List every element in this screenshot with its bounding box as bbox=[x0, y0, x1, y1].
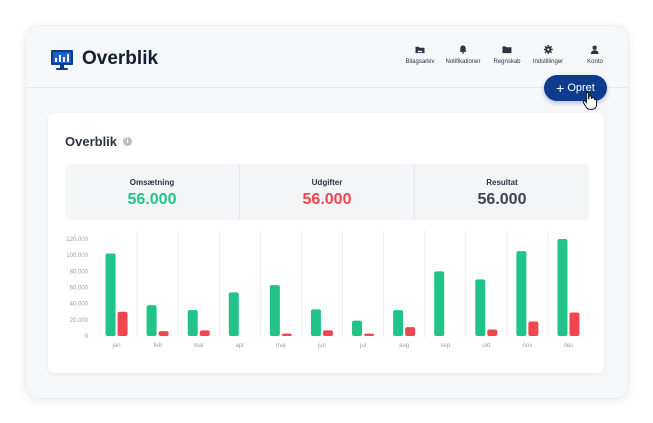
y-tick-label: 100.000 bbox=[66, 253, 88, 259]
app-title: Overblik bbox=[82, 48, 159, 69]
nav-konto[interactable]: Konto bbox=[587, 45, 603, 65]
income-bar bbox=[187, 310, 198, 336]
nav-label: Bilagsarkiv bbox=[405, 59, 435, 65]
nav-label: Notifikationer bbox=[445, 59, 481, 65]
expense-bar bbox=[487, 329, 498, 336]
income-bar bbox=[557, 239, 568, 336]
kpi-value: 56.000 bbox=[127, 191, 177, 208]
app-window: Overblik Bilagsarkiv Notifikationer Regn… bbox=[26, 26, 628, 398]
kpi-omsaetning: Omsætning 56.000 bbox=[65, 164, 239, 220]
kpi-value: 56.000 bbox=[477, 191, 527, 208]
x-tick-label: aug bbox=[399, 343, 409, 349]
income-bar bbox=[475, 279, 486, 336]
x-tick-label: sep bbox=[440, 343, 450, 349]
expense-bar bbox=[528, 321, 539, 336]
income-bar bbox=[352, 320, 363, 336]
nav-label: Konto bbox=[587, 59, 603, 65]
y-tick-label: 0 bbox=[85, 334, 89, 340]
income-bar bbox=[434, 271, 445, 336]
info-icon[interactable]: i bbox=[123, 137, 132, 146]
expense-bar bbox=[322, 330, 333, 336]
x-tick-label: maj bbox=[276, 343, 286, 349]
income-bar bbox=[393, 310, 404, 336]
x-tick-label: jan bbox=[112, 343, 121, 349]
plus-icon: + bbox=[556, 80, 565, 96]
x-tick-label: nov bbox=[523, 343, 533, 349]
income-expense-bar-chart: 120.000 100.000 80.000 60.000 40.000 20.000 0 j… bbox=[66, 231, 580, 349]
y-tick-label: 60.000 bbox=[70, 286, 89, 292]
card-title: Overblik bbox=[65, 134, 118, 149]
create-button-label: Opret bbox=[567, 82, 595, 94]
hand-cursor-icon bbox=[582, 90, 598, 110]
gear-icon bbox=[543, 45, 553, 54]
expense-bar bbox=[569, 312, 580, 336]
x-tick-label: feb bbox=[153, 343, 162, 349]
x-tick-label: okt bbox=[482, 343, 490, 349]
kpi-value: 56.000 bbox=[302, 191, 352, 208]
expense-bar bbox=[158, 331, 169, 336]
income-bar bbox=[269, 285, 280, 336]
top-bar: Overblik Bilagsarkiv Notifikationer Regn… bbox=[26, 26, 628, 88]
y-tick-label: 40.000 bbox=[70, 302, 89, 308]
y-tick-label: 80.000 bbox=[70, 269, 89, 275]
create-button[interactable]: + Opret bbox=[544, 75, 607, 101]
folder-icon bbox=[502, 46, 512, 54]
bell-icon bbox=[459, 45, 467, 54]
income-bar bbox=[228, 292, 239, 336]
expense-bar bbox=[117, 311, 128, 336]
kpi-udgifter: Udgifter 56.000 bbox=[239, 164, 414, 220]
overview-card: Overblik i Omsætning 56.000 Udgifter 56.… bbox=[48, 113, 604, 373]
nav-notifikationer[interactable]: Notifikationer bbox=[445, 45, 481, 65]
nav-bilagsarkiv[interactable]: Bilagsarkiv bbox=[405, 45, 435, 65]
x-tick-label: jun bbox=[317, 343, 326, 349]
income-bar bbox=[146, 305, 157, 336]
kpi-label: Omsætning bbox=[129, 178, 175, 187]
x-tick-label: jul bbox=[359, 343, 366, 349]
kpi-label: Udgifter bbox=[311, 178, 343, 187]
nav-indstillinger[interactable]: Indstillinger bbox=[533, 45, 563, 65]
x-tick-label: dec bbox=[564, 343, 574, 349]
monitor-chart-logo-icon bbox=[51, 50, 73, 70]
y-tick-label: 20.000 bbox=[70, 318, 89, 324]
y-tick-label: 120.000 bbox=[66, 237, 88, 243]
folder-image-icon bbox=[415, 46, 425, 54]
expense-bar bbox=[364, 333, 375, 336]
user-icon bbox=[591, 45, 599, 54]
income-bar bbox=[310, 309, 321, 336]
x-tick-label: mar bbox=[194, 343, 204, 349]
kpi-resultat: Resultat 56.000 bbox=[414, 164, 589, 220]
nav-label: Regnskab bbox=[493, 59, 521, 65]
nav-regnskab[interactable]: Regnskab bbox=[493, 45, 521, 65]
expense-bar bbox=[199, 330, 210, 336]
income-bar bbox=[105, 253, 116, 336]
expense-bar bbox=[405, 327, 416, 336]
kpi-panel: Omsætning 56.000 Udgifter 56.000 Resulta… bbox=[65, 164, 589, 220]
x-tick-label: apr bbox=[235, 343, 244, 349]
income-bar bbox=[516, 251, 527, 336]
nav-label: Indstillinger bbox=[532, 59, 564, 65]
kpi-label: Resultat bbox=[486, 178, 518, 187]
expense-bar bbox=[281, 333, 292, 336]
